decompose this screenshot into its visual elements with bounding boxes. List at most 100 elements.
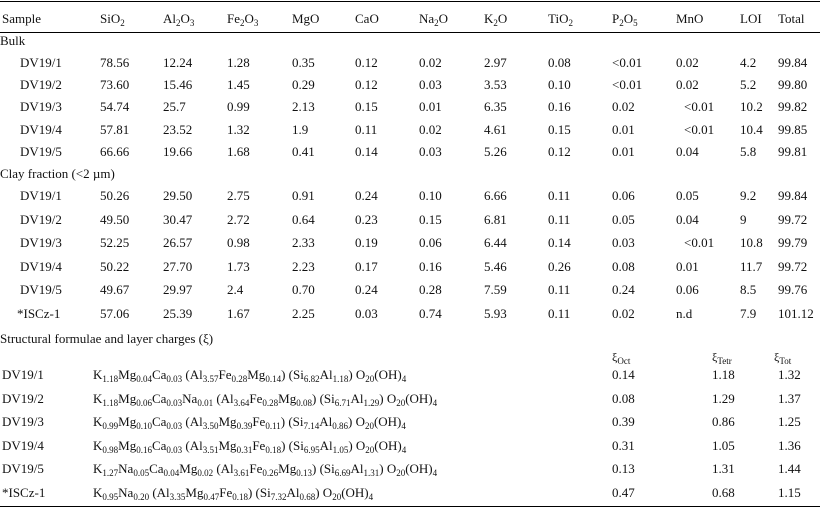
cell-sio2: 73.60 xyxy=(100,77,130,93)
cell-tio2: 0.16 xyxy=(548,99,571,115)
cell-al2o3: 23.52 xyxy=(163,121,193,137)
subscript: 0.14 xyxy=(265,374,282,384)
cell-mno: <0.01 xyxy=(684,235,715,250)
bottom-rule xyxy=(0,506,820,507)
cell-p2o5: <0.01 xyxy=(612,55,643,70)
cell-loi: 5.2 xyxy=(740,77,757,93)
cell-mno: n.d xyxy=(676,305,693,321)
cell-na2o: 0.15 xyxy=(419,211,442,227)
cell-loi: 10.2 xyxy=(740,99,763,115)
subscript: 3.64 xyxy=(233,397,250,408)
formula-sample: *ISCz-1 xyxy=(2,485,46,500)
bulk-row: DV19/1 78.56 12.24 1.28 0.35 0.12 0.02 2.97 0.08… xyxy=(0,52,820,74)
top-rule xyxy=(0,1,820,2)
cell-sample: DV19/2 xyxy=(20,77,62,93)
cell-total: 99.85 xyxy=(778,121,808,137)
cell-na2o: 0.06 xyxy=(419,235,442,250)
formula-row: DV19/5 K1.27Na0.05Ca0.04Mg0.02 (Al3.61Fe0… xyxy=(0,458,820,480)
subscript: 0.28 xyxy=(262,397,279,408)
subscript: 3 xyxy=(189,18,195,28)
subscript: 0.99 xyxy=(102,421,119,432)
subscript: 1.31 xyxy=(363,468,380,479)
cell-tio2: 0.10 xyxy=(548,77,571,93)
layer-charge-tot: 1.36 xyxy=(778,437,801,453)
cell-mgo: 0.41 xyxy=(292,143,315,159)
formula-sample: DV19/5 xyxy=(2,461,44,477)
subscript: 0.86 xyxy=(332,421,348,432)
cell-total: 101.12 xyxy=(778,305,814,321)
layer-charge-tetr: 1.05 xyxy=(712,437,735,453)
subscript: 0.04 xyxy=(136,374,152,384)
cell-loi: 9 xyxy=(740,211,747,227)
subscript: 2 xyxy=(434,18,439,28)
cell-na2o: 0.02 xyxy=(419,55,442,70)
formula-row: *ISCz-1 K0.95Na0.20 (Al3.35Mg0.47Fe0.18) … xyxy=(0,482,820,504)
cell-sio2: 54.74 xyxy=(100,99,130,115)
subscript: 4 xyxy=(368,492,374,502)
cell-tio2: 0.11 xyxy=(548,282,571,297)
subscript: 6.82 xyxy=(303,374,320,384)
subscript: 1.18 xyxy=(102,374,119,384)
cell-mgo: 1.9 xyxy=(292,121,309,137)
cell-loi: 10.4 xyxy=(740,121,763,137)
cell-al2o3: 29.50 xyxy=(163,188,193,203)
subscript: 0.05 xyxy=(133,468,150,479)
cell-mgo: 0.64 xyxy=(292,211,315,227)
cell-k2o: 6.44 xyxy=(484,235,507,250)
cell-mno: 0.04 xyxy=(676,211,699,227)
cell-tio2: 0.11 xyxy=(548,211,571,227)
subscript: 4 xyxy=(401,421,406,432)
layer-charge-oct: 0.08 xyxy=(612,390,635,406)
subscript: 0.18 xyxy=(265,444,282,455)
subscript: 20 xyxy=(396,397,406,408)
cell-sio2: 50.26 xyxy=(100,188,130,203)
cell-p2o5: 0.24 xyxy=(612,282,635,297)
subscript: 1.29 xyxy=(363,397,380,408)
cell-sample: DV19/1 xyxy=(20,188,62,203)
formula-sample: DV19/4 xyxy=(2,437,44,453)
cell-sio2: 78.56 xyxy=(100,55,130,70)
section-bulk: Bulk xyxy=(0,33,26,48)
layer-charge-tot: 1.37 xyxy=(778,390,801,406)
formula-row: DV19/4 K0.98Mg0.16Ca0.03 (Al3.51Mg0.31Fe0… xyxy=(0,435,820,457)
subscript: 0.02 xyxy=(197,468,214,479)
clay-row: DV19/5 49.67 29.97 2.4 0.70 0.24 0.28 7.59 0.11 0… xyxy=(0,279,820,301)
cell-mno: 0.02 xyxy=(676,55,699,70)
cell-sample: DV19/3 xyxy=(20,235,62,250)
layer-charge-tetr: 1.18 xyxy=(712,367,735,382)
cell-mno: <0.01 xyxy=(684,99,715,115)
column-header-sio2: SiO2 xyxy=(100,11,125,28)
cell-cao: 0.24 xyxy=(355,188,378,203)
cell-k2o: 6.35 xyxy=(484,99,507,115)
cell-cao: 0.15 xyxy=(355,99,378,115)
cell-cao: 0.23 xyxy=(355,211,378,227)
clay-row: DV19/1 50.26 29.50 2.75 0.91 0.24 0.10 6.66 0.11… xyxy=(0,185,820,207)
layer-charge-tetr: 1.31 xyxy=(712,461,735,477)
cell-sample: DV19/5 xyxy=(20,143,62,159)
charge-header-tetr: ξTetr xyxy=(712,350,732,366)
column-header-k2o: K2O xyxy=(484,11,508,28)
cell-mgo: 2.23 xyxy=(292,258,315,274)
subscript: 4 xyxy=(401,374,407,384)
cell-cao: 0.03 xyxy=(355,305,378,321)
cell-sio2: 49.50 xyxy=(100,211,130,227)
charge-header-oct: ξOct xyxy=(612,350,631,366)
subscript: 0.03 xyxy=(166,421,183,432)
subscript: 7.14 xyxy=(303,421,320,432)
cell-na2o: 0.01 xyxy=(419,99,442,115)
cell-loi: 5.8 xyxy=(740,143,757,159)
subscript: Oct xyxy=(617,356,631,366)
layer-charge-oct: 0.14 xyxy=(612,367,635,382)
header-rule xyxy=(0,32,820,33)
subscript: 0.06 xyxy=(136,397,152,408)
formula-row: DV19/3 K0.99Mg0.10Ca0.03 (Al3.50Mg0.39Fe0… xyxy=(0,411,820,433)
cell-mno: 0.05 xyxy=(676,188,699,203)
cell-tio2: 0.15 xyxy=(548,121,571,137)
structural-formula: K0.95Na0.20 (Al3.35Mg0.47Fe0.18) (Si7.32… xyxy=(93,485,374,502)
structural-formula: K0.99Mg0.10Ca0.03 (Al3.50Mg0.39Fe0.11) (… xyxy=(93,414,406,432)
subscript: 2 xyxy=(240,18,245,28)
cell-total: 99.81 xyxy=(778,143,808,159)
cell-na2o: 0.28 xyxy=(419,282,442,297)
subscript: 0.03 xyxy=(166,444,183,455)
cell-tio2: 0.11 xyxy=(548,188,571,203)
